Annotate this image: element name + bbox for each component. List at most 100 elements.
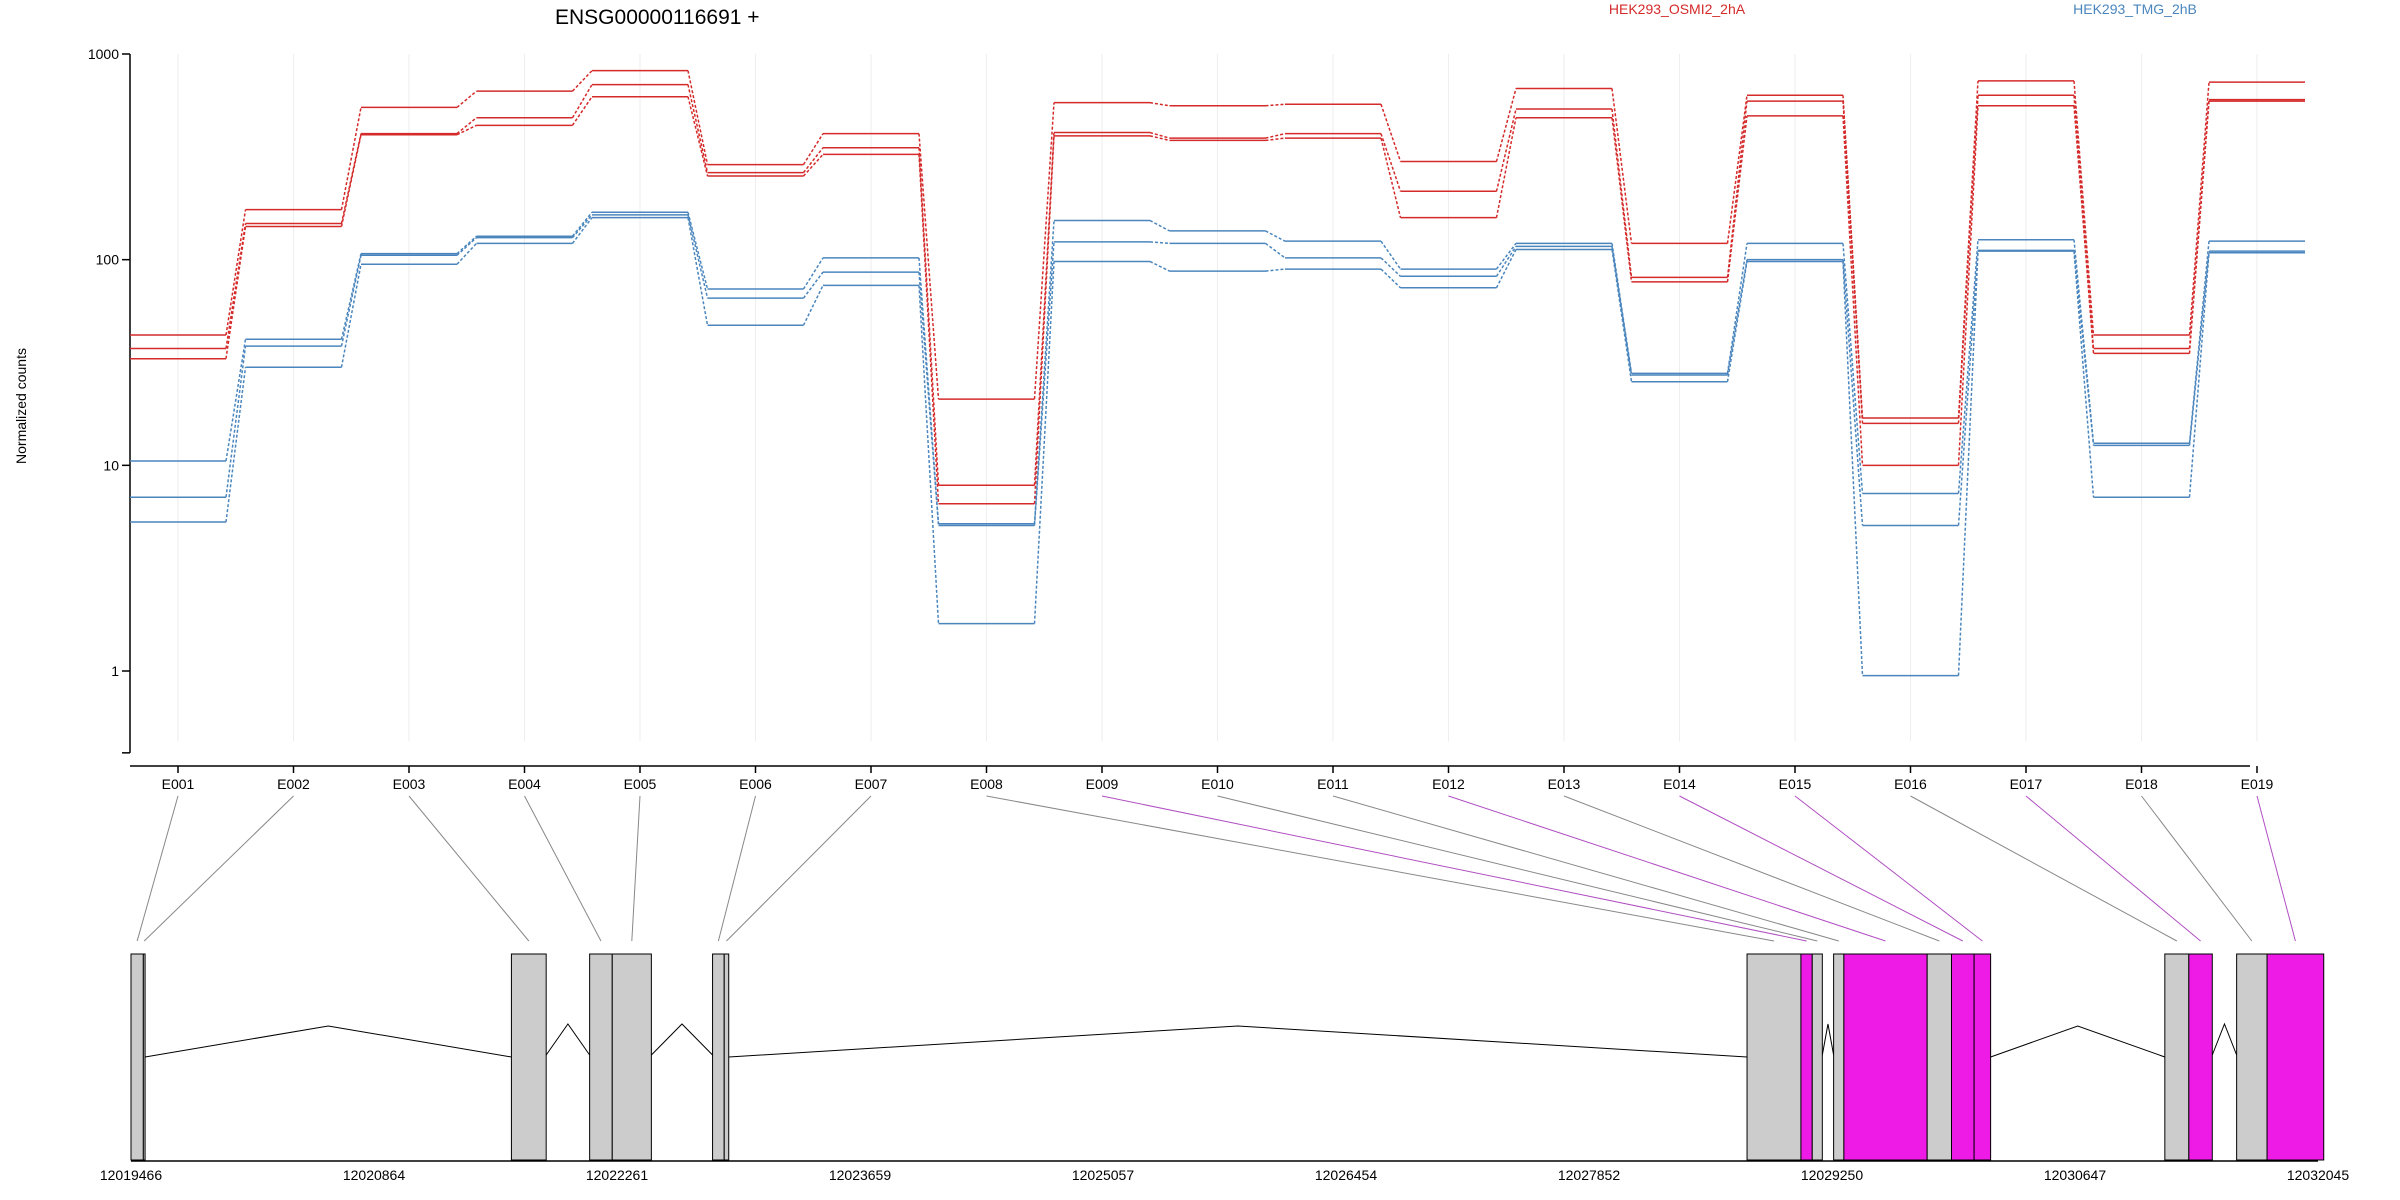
x-axis: E001 E002 E003 E004 E005 E006 E007 E008 E009 E010…	[130, 765, 2274, 792]
intron-line	[1990, 1025, 2165, 1058]
coord-tick-label: 12029250	[1801, 1167, 1864, 1183]
x-tick-label: E005	[624, 776, 657, 792]
series-connector	[1842, 261, 1864, 676]
series-connector	[225, 226, 247, 359]
x-tick-label: E015	[1779, 776, 1812, 792]
chart-title: ENSG00000116691 +	[555, 6, 760, 29]
series-connector	[456, 117, 477, 135]
series-connector	[1842, 259, 1864, 526]
exon-box-E012	[1843, 953, 1928, 1161]
svg-text:Normalized counts: Normalized counts	[13, 348, 29, 464]
series-connector	[2188, 101, 2210, 354]
grid-lines	[177, 54, 2258, 741]
x-tick-label: E018	[2125, 776, 2158, 792]
series-lines	[130, 69, 2305, 677]
series-connector	[1380, 103, 1402, 162]
series-connector	[1495, 242, 1517, 270]
x-tick-label: E006	[739, 776, 772, 792]
connector-line	[1910, 795, 2178, 942]
coord-tick-label: 12032045	[2287, 1167, 2350, 1183]
x-tick-label: E014	[1663, 776, 1696, 792]
x-tick-label: E008	[970, 776, 1003, 792]
connector-line	[2256, 795, 2296, 942]
series-connector	[340, 133, 362, 224]
series-connector	[1957, 105, 1979, 466]
series-connector	[1380, 257, 1402, 277]
series-connector	[225, 209, 247, 336]
connector-line	[2141, 795, 2253, 942]
y-tick-label: 100	[96, 252, 120, 268]
x-tick-label: E013	[1548, 776, 1581, 792]
connector-line	[1794, 795, 1983, 942]
series-connector	[225, 367, 247, 523]
x-tick-label: E002	[277, 776, 310, 792]
series-connector	[1957, 250, 1979, 526]
series-connector	[687, 214, 709, 299]
legend-entry-1: HEK293_OSMI2_2hA	[1609, 1, 1746, 17]
series-connector	[1033, 261, 1055, 624]
y-axis-label: Normalized counts	[13, 348, 29, 464]
connector-line	[1217, 795, 1818, 942]
connector-line	[143, 795, 294, 942]
legend-entry-2: HEK293_TMG_2hB	[2073, 1, 2197, 17]
intron-line	[545, 1023, 591, 1056]
connector-line	[631, 795, 641, 942]
connector-line	[1448, 795, 1886, 942]
intron-line	[144, 1025, 512, 1058]
series-connector	[1380, 137, 1402, 218]
series-connector	[1265, 268, 1286, 272]
series-connector	[456, 242, 478, 265]
exon-box-E015	[1973, 953, 1992, 1161]
exon-box-E018	[2236, 953, 2268, 1161]
y-tick-label: 1000	[88, 46, 119, 62]
series-connector	[1495, 249, 1517, 289]
series-connector	[1842, 115, 1864, 466]
exon-box-E019	[2266, 953, 2325, 1161]
series-connector	[2188, 241, 2210, 444]
series-connector	[1611, 249, 1633, 382]
connector-line	[1332, 795, 1839, 942]
series-connector	[802, 271, 824, 299]
series-connector	[1495, 108, 1517, 192]
exon-box-E014	[1951, 953, 1975, 1161]
exon-box-E005	[611, 953, 652, 1161]
connector-line	[986, 795, 1775, 942]
series-connector	[1495, 88, 1517, 162]
series-connector	[571, 217, 593, 244]
intron-line	[728, 1025, 1748, 1058]
series-connector	[1033, 135, 1055, 504]
series-connector	[1265, 103, 1286, 107]
series-3	[130, 95, 2305, 505]
series-connector	[918, 133, 940, 400]
connector-line	[524, 795, 602, 942]
exon-box-E001	[130, 953, 144, 1161]
series-connector	[1726, 115, 1748, 282]
connector-line	[717, 795, 756, 942]
series-connector	[1726, 101, 1748, 278]
series-connector	[2073, 250, 2095, 446]
series-connector	[802, 147, 824, 174]
coord-tick-label: 12019466	[100, 1167, 163, 1183]
exon-box-E011	[1833, 953, 1845, 1161]
series-connector	[225, 339, 247, 462]
connector-line	[726, 795, 872, 942]
gene-model	[130, 953, 2325, 1161]
series-connector	[687, 84, 709, 173]
series-connector	[1957, 95, 1979, 424]
x-tick-label: E011	[1317, 776, 1349, 792]
series-connector	[2073, 105, 2095, 354]
series-connector	[1726, 261, 1748, 382]
series-connector	[687, 212, 709, 290]
connector-line	[1679, 795, 1964, 942]
coord-tick-label: 12027852	[1558, 1167, 1621, 1183]
series-connector	[802, 257, 824, 290]
series-connector	[340, 134, 362, 227]
x-tick-label: E007	[855, 776, 888, 792]
series-connector	[1957, 239, 1979, 494]
series-connector	[1495, 117, 1517, 218]
connector-line	[2025, 795, 2201, 942]
series-connector	[1149, 131, 1170, 139]
series-connector	[687, 96, 709, 177]
series-connector	[340, 107, 362, 210]
coordinate-axis: 12019466 12020864 12022261 12023659 12025057…	[100, 1160, 2350, 1183]
